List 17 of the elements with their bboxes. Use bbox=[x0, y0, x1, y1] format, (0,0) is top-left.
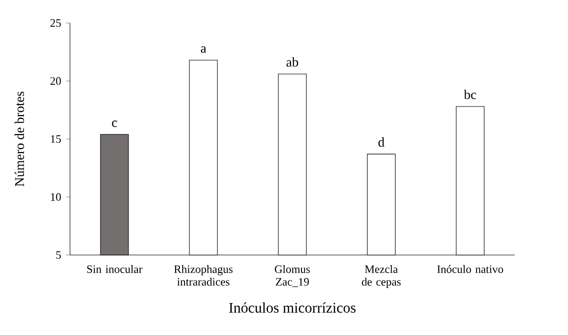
y-tick-label: 20 bbox=[50, 77, 61, 85]
y-tick-label: 5 bbox=[56, 251, 61, 259]
x-axis-title: Inóculos micorrízicos bbox=[229, 302, 356, 313]
y-tick-label: 25 bbox=[50, 19, 61, 27]
x-tick-label: Mezcla de cepas bbox=[362, 265, 401, 288]
x-tick-label: Sin inocular bbox=[87, 265, 142, 273]
annotation: d bbox=[378, 137, 384, 147]
x-tick-label: Rhizophagus intraradices bbox=[174, 265, 233, 286]
x-tick-label: Glomus Zac_19 bbox=[274, 265, 310, 288]
annotation: a bbox=[200, 46, 206, 53]
x-tick-label: Inóculo nativo bbox=[437, 265, 504, 274]
annotation: c bbox=[112, 120, 118, 127]
y-axis-title: Número de brotes bbox=[14, 92, 24, 186]
annotation: ab bbox=[286, 57, 298, 67]
y-tick-label: 15 bbox=[50, 135, 61, 143]
y-tick-label: 10 bbox=[50, 193, 61, 201]
annotation: bc bbox=[464, 90, 476, 100]
